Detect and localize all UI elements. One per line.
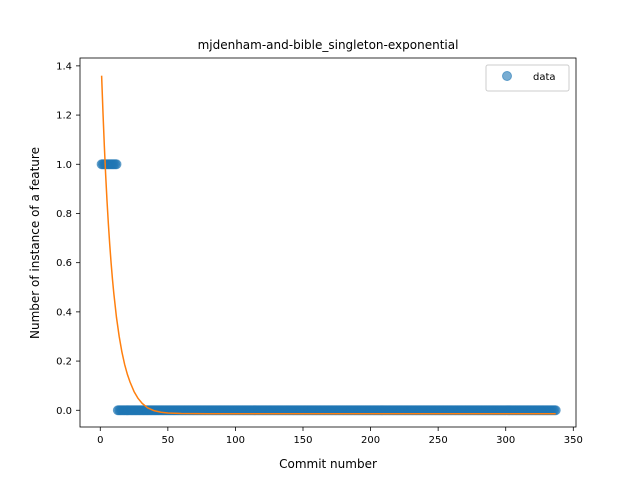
legend: data	[485, 64, 570, 92]
chart-title: mjdenham-and-bible_singleton-exponential	[198, 38, 459, 52]
y-axis: 0.0 0.2 0.4 0.6 0.8 1.0 1.2 1.4	[56, 61, 80, 417]
axes-frame	[79, 57, 577, 428]
x-tick-label: 300	[496, 435, 515, 446]
x-axis: 0 50 100 150 200 250 300 350	[97, 427, 583, 446]
x-tick-label: 50	[161, 435, 174, 446]
x-tick-label: 200	[361, 435, 380, 446]
data-point	[550, 405, 561, 416]
x-tick-label: 350	[564, 435, 583, 446]
y-tick-label: 0.8	[56, 209, 72, 220]
y-tick-label: 0.4	[56, 307, 72, 318]
plot-area	[96, 75, 561, 416]
y-tick-label: 1.2	[56, 111, 72, 122]
y-tick-label: 1.0	[56, 160, 72, 171]
legend-label-data: data	[533, 72, 556, 83]
data-point	[111, 159, 122, 170]
y-axis-label: Number of instance of a feature	[28, 147, 42, 339]
x-axis-label: Commit number	[279, 457, 377, 471]
y-tick-label: 0.2	[56, 357, 72, 368]
legend-box	[485, 64, 570, 92]
y-tick-label: 0.6	[56, 258, 72, 269]
x-tick-label: 150	[293, 435, 312, 446]
axes-spines	[79, 57, 577, 428]
x-tick-label: 250	[429, 435, 448, 446]
y-tick-label: 0.0	[56, 406, 72, 417]
x-tick-label: 0	[97, 435, 103, 446]
y-tick-label: 1.4	[56, 61, 72, 72]
legend-marker-data	[502, 71, 512, 81]
x-tick-label: 100	[226, 435, 245, 446]
fit-curve-line	[100, 75, 556, 415]
